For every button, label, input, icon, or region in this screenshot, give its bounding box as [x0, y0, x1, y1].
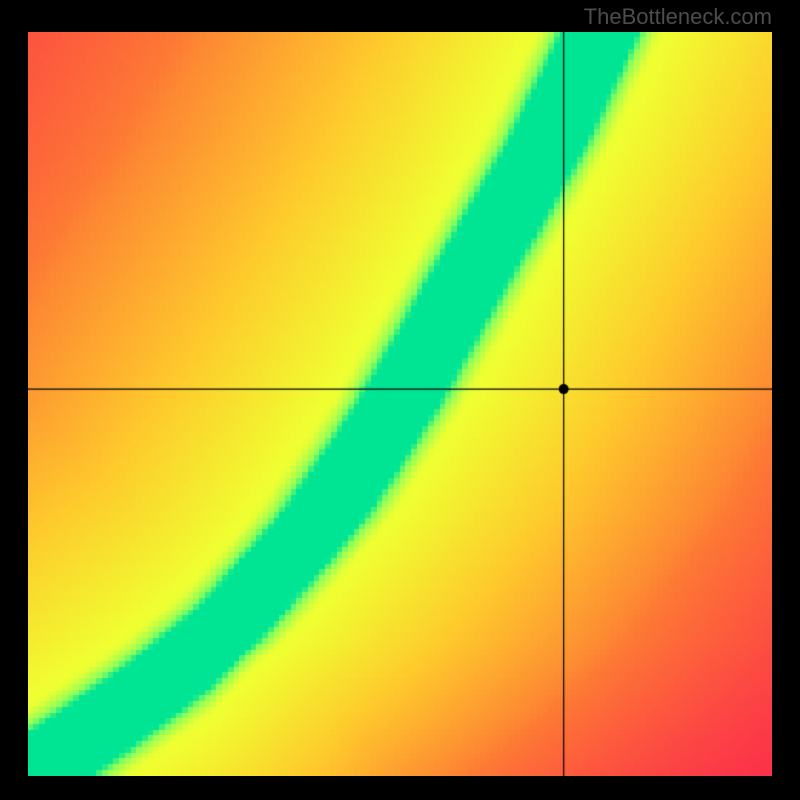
chart-frame: TheBottleneck.com: [0, 0, 800, 800]
attribution-label: TheBottleneck.com: [584, 4, 772, 30]
bottleneck-heatmap: [28, 32, 772, 776]
